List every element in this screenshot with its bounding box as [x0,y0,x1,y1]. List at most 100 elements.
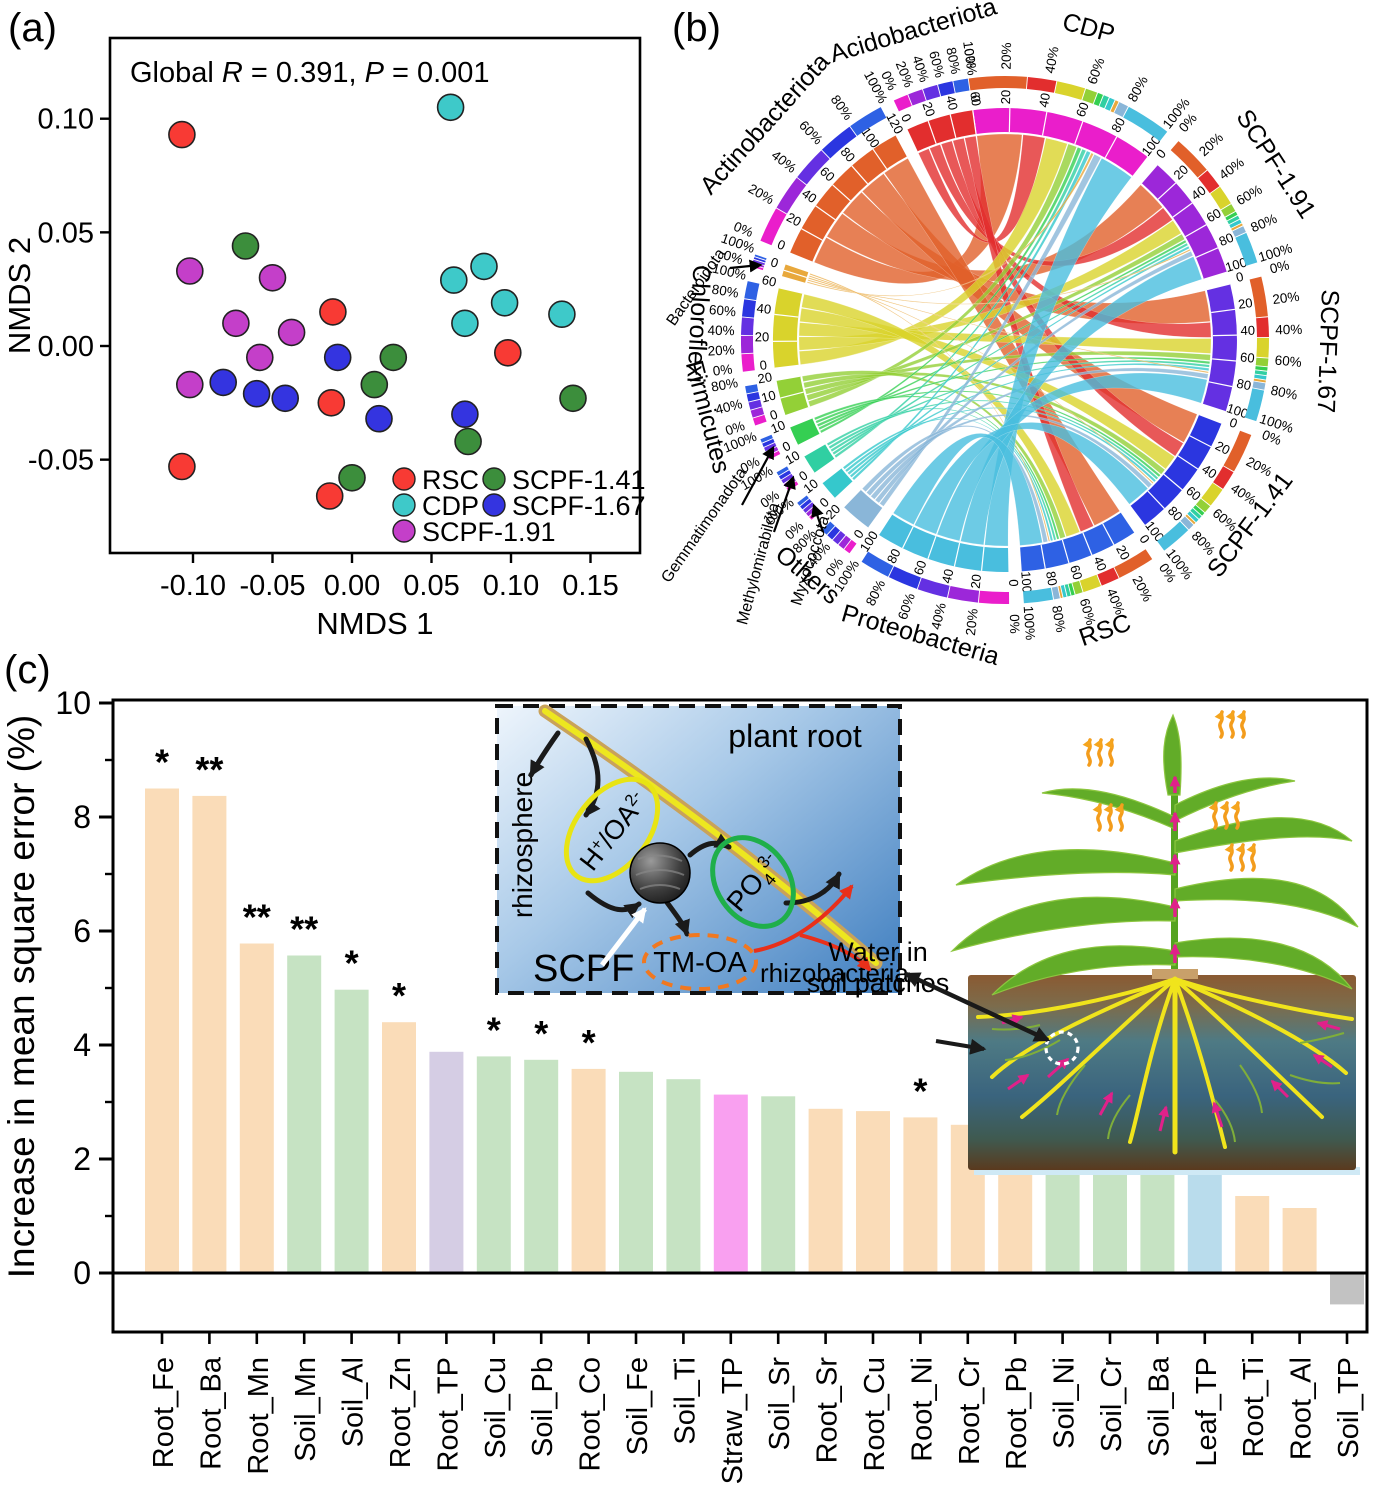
sector-stacked-ring-CDP [1110,100,1119,113]
sector-scale-tick: 20 [968,573,984,589]
sector-pct-tick: 40% [707,323,734,338]
transpiration-icon [1235,843,1245,872]
x-axis-title: NMDS 1 [316,606,433,641]
x-tick-label-Soil_Mn: Soil_Mn [290,1357,322,1462]
sector-stacked-ring-Chloroflexi [741,353,755,372]
sector-ring-SCPF-1.67 [1202,283,1237,412]
sector-pct-tick: 80% [828,92,856,123]
bar-Root_Cu [856,1111,890,1273]
leaf [955,849,1176,886]
significance-Root_Co: * [582,1022,596,1063]
bar-Soil_Pb [524,1059,559,1273]
transpiration-icon [1082,738,1092,767]
leaf [1174,877,1359,928]
red-arrow-root [753,884,854,953]
sector-ring-SCPF-1.91 [1141,164,1227,280]
significance-Root_Ba: ** [195,749,223,790]
transpiration-icon [1092,803,1102,832]
sector-scale-tick: 40 [756,300,772,316]
sector-stacked-ring-RSC [1072,580,1083,595]
sector-scale-tick: 20 [919,100,938,119]
legend-swatch-RSC [392,467,416,491]
scatter-point-SCPF-1.91 [258,263,287,292]
ribbon-Methylomirabilota-CDP [834,148,1087,458]
sector-stacked-ring-Others [832,531,846,545]
sector-stacked-ring-SCPF-1.91 [1231,223,1243,231]
sector-stacked-ring-Chloroflexi [742,299,756,318]
x-tick-label-Soil_Pb: Soil_Pb [527,1357,559,1457]
legend-swatch-CDP [392,493,416,517]
sector-pct-tick: 0% [722,247,745,267]
scatter-point-RSC [168,120,196,149]
sector-ring-Proteobacteria [878,514,1009,573]
label-arrow [729,259,763,273]
sector-pct-tick: 20% [1196,130,1226,159]
sector-stacked-ring-Firmicutes [752,414,767,426]
sector-stacked-ring-Proteobacteria [888,566,921,589]
sector-scale-tick: 60 [1240,349,1256,365]
sector-ring-SCPF-1.41 [1130,414,1222,526]
sector-stacked-ring-Others [838,535,851,549]
sector-stacked-ring-SCPF-1.41 [1223,430,1252,472]
ribbon-Proteobacteria-SCPF-1.41 [914,422,1149,535]
root [1173,977,1227,1149]
scatter-point-CDP [548,300,576,329]
sector-stacked-ring-RSC [1058,585,1063,598]
sector-scale-tick: 80 [1217,230,1236,250]
ribbon-Gemmatimonadota-SCPF-1.67 [816,356,1211,427]
sector-stacked-ring-Gemmatimonadota [762,438,775,447]
rhizosphere-label: rhizosphere [507,772,538,918]
sector-stacked-ring-SCPF-1.67 [1253,378,1266,383]
sector-stacked-ring-Others [844,539,857,554]
water-label-1: Water in [828,937,928,967]
rf-importance-chart: 0 2 4 6 8 10 Increase in mean square error (%)… [1,685,1369,1484]
sector-stacked-ring-SCPF-1.91 [1225,211,1238,221]
sector-scale-tick: 40 [939,567,957,584]
sector-pct-tick: 80% [943,46,963,75]
sector-stacked-ring-RSC [1068,583,1075,596]
inset-arrow [528,730,561,778]
sector-scale-tick: 100 [1225,400,1250,421]
sector-stacked-ring-Proteobacteria [947,586,980,603]
significance-Root_Ni: * [913,1070,927,1111]
nmds-scatter-plot: Global R = 0.391, P = 0.001 -0.10 -0.05 0.0… [2,36,646,641]
sector-pct-tick: 80% [1125,73,1151,104]
sector-pct-tick: 60% [1234,182,1265,208]
sector-stacked-ring-SCPF-1.67 [1249,276,1268,318]
root [1128,977,1177,1144]
sector-pct-tick: 0% [732,219,756,240]
sector-pct-tick: 80% [1049,604,1068,633]
bar-Soil_Sr [761,1096,796,1273]
ribbon-Others-SCPF-1.41 [866,414,1153,496]
sector-stacked-ring-Actinobacteriota [776,177,807,214]
sector-scale-tick: 20 [1237,295,1253,312]
bar-Soil_Fe [619,1071,653,1273]
sector-stacked-ring-CDP [1026,77,1057,93]
scatter-point-SCPF-1.91 [277,318,306,347]
sector-stacked-ring-Acidobacteriota [893,94,912,112]
legend-label-SCPF-1.41: SCPF-1.41 [512,465,646,495]
x-tick-label: 0.10 [483,570,539,602]
sector-pct-tick: 40% [928,601,949,631]
sector-scale-tick: 0 [759,357,768,373]
bar-Soil_Ba [1140,1155,1175,1273]
sector-ring-Myxococcota [822,468,853,499]
sector-stacked-ring-SCPF-1.67 [1255,366,1268,371]
sector-pct-tick: 20% [999,42,1015,69]
sector-stacked-ring-Proteobacteria [861,551,894,577]
bar-Root_Ti [1235,1196,1270,1273]
x-tick-label-Soil_Cu: Soil_Cu [480,1357,512,1459]
inset-soil-connector-arrow [903,971,1051,1043]
sector-stacked-ring-RSC [1064,584,1071,597]
sector-scale-tick: 40 [1036,92,1053,109]
sector-scale-tick: 0 [769,254,780,270]
po4-ellipse [710,835,796,929]
legend-swatch-SCPF-1.41 [482,467,506,491]
root [1020,977,1177,1119]
panel-c-label: (c) [4,648,51,692]
root [1173,977,1348,1075]
rootlet [1004,1039,1061,1061]
sector-pct-tick: 80% [1269,383,1298,403]
x-tick-label-Root_Al: Root_Al [1286,1357,1318,1460]
sector-stacked-ring-SCPF-1.91 [1227,215,1240,225]
